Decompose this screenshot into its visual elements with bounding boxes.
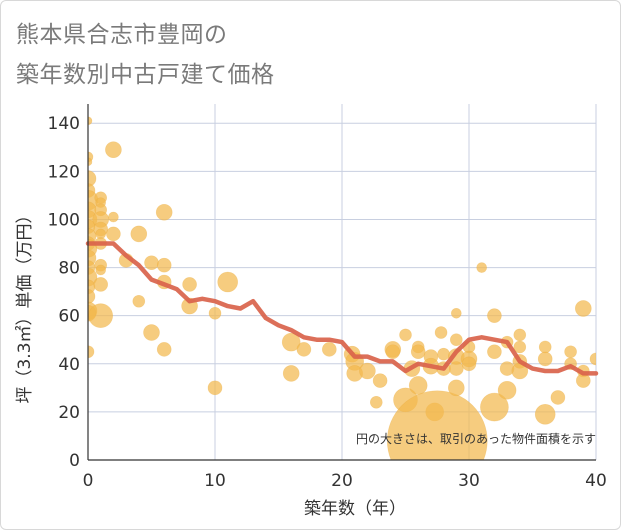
x-tick-label: 30 bbox=[458, 471, 480, 491]
bubble-point bbox=[95, 264, 106, 276]
bubble-point bbox=[589, 352, 596, 366]
y-tick-label: 80 bbox=[58, 259, 80, 279]
bubble-point bbox=[156, 342, 172, 357]
bubble-point bbox=[369, 395, 383, 409]
y-tick-label: 0 bbox=[69, 451, 80, 471]
bubble-point bbox=[359, 362, 376, 380]
x-tick-label: 0 bbox=[83, 471, 94, 491]
bubble-point bbox=[399, 328, 412, 342]
bubble-point bbox=[217, 271, 238, 293]
bubble-point bbox=[447, 379, 465, 397]
bubble-point bbox=[281, 332, 301, 352]
bubble-point bbox=[448, 361, 464, 376]
x-tick-label: 40 bbox=[585, 471, 607, 491]
bubble-point bbox=[497, 380, 517, 400]
bubble-point bbox=[132, 294, 146, 308]
bubble-point bbox=[88, 289, 96, 304]
bubble-point bbox=[575, 373, 591, 388]
y-tick-label: 20 bbox=[58, 403, 80, 423]
bubble-point bbox=[143, 324, 160, 341]
y-axis-label: 坪（3.3㎡）単価（万円） bbox=[15, 206, 35, 403]
bubble-point bbox=[207, 380, 223, 396]
bubble-point bbox=[321, 342, 337, 357]
x-tick-label: 10 bbox=[204, 471, 226, 491]
bubble-point bbox=[88, 157, 93, 167]
grid-lines bbox=[88, 104, 597, 460]
x-tick-label: 20 bbox=[331, 471, 353, 491]
bubble-point bbox=[155, 203, 173, 221]
bubble-point bbox=[156, 257, 172, 273]
chart-title-line-1: 熊本県合志市豊岡の bbox=[16, 22, 228, 48]
bubble-point bbox=[93, 277, 108, 292]
bubble-point bbox=[385, 344, 401, 360]
bubble-point bbox=[534, 403, 556, 425]
axes bbox=[87, 104, 596, 461]
bubble-point bbox=[564, 345, 577, 359]
bubble-point bbox=[449, 333, 463, 347]
tick-labels: 0 20 40 60 80 100 120 140 0 10 20 30 40 bbox=[48, 114, 607, 491]
bubble-point bbox=[513, 340, 527, 354]
bubble-point bbox=[386, 390, 488, 460]
bubble-point bbox=[537, 351, 553, 367]
y-tick-label: 100 bbox=[48, 210, 80, 230]
trend-layer bbox=[85, 241, 599, 376]
bubble-point bbox=[408, 376, 428, 395]
bubble-point bbox=[182, 277, 197, 292]
bubble-point bbox=[106, 226, 121, 242]
bubble-point bbox=[437, 347, 450, 361]
bubble-point bbox=[450, 307, 462, 319]
bubble-point bbox=[88, 345, 95, 359]
bubble-point bbox=[487, 344, 502, 360]
size-note: 円の大きさは、取引のあった物件面積を示す bbox=[356, 431, 596, 446]
bubble-point bbox=[538, 340, 552, 354]
y-tick-label: 140 bbox=[48, 114, 80, 134]
bubble-point bbox=[480, 392, 509, 422]
y-tick-label: 40 bbox=[58, 355, 80, 375]
x-axis-label: 築年数（年） bbox=[304, 499, 406, 519]
bubble-point bbox=[130, 225, 148, 243]
bubble-point bbox=[513, 328, 527, 342]
trend-line bbox=[85, 241, 599, 376]
bubble-layer bbox=[88, 116, 596, 460]
bubble-point bbox=[550, 390, 566, 405]
bubble-point bbox=[208, 306, 222, 320]
bubble-point bbox=[434, 326, 448, 339]
bubble-point bbox=[296, 342, 312, 357]
bubble-point bbox=[88, 116, 93, 126]
bubble-point bbox=[461, 356, 477, 372]
bubble-point bbox=[487, 308, 502, 323]
bubble-point bbox=[574, 300, 592, 317]
bubble-point bbox=[144, 255, 159, 271]
bubble-point bbox=[108, 211, 119, 223]
bubble-point bbox=[105, 141, 122, 159]
y-tick-label: 120 bbox=[48, 162, 80, 182]
bubble-point bbox=[476, 262, 488, 273]
bubble-point bbox=[88, 303, 113, 328]
y-tick-label: 60 bbox=[58, 307, 80, 327]
chart-title-line-2: 築年数別中古戸建て価格 bbox=[16, 62, 275, 88]
bubble-point bbox=[88, 170, 97, 187]
bubble-point bbox=[282, 365, 300, 382]
bubble-point bbox=[372, 373, 388, 388]
bubble-point bbox=[410, 344, 426, 360]
